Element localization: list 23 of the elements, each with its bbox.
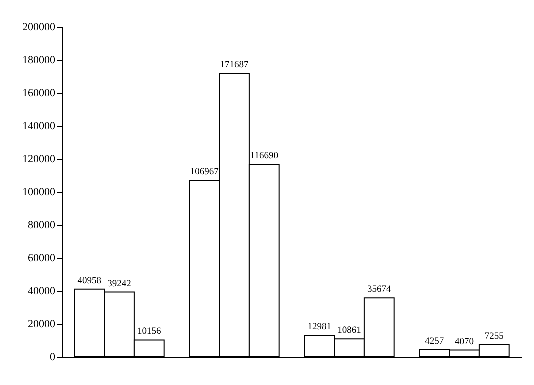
data-label: 4070: [455, 337, 474, 348]
data-label: 106967: [190, 168, 220, 178]
data-label: 35674: [368, 285, 392, 296]
y-tick-label: 80000: [28, 220, 56, 232]
y-tick-label: 180000: [22, 54, 56, 66]
data-label: 39242: [108, 279, 132, 290]
data-label: 4257: [425, 336, 444, 347]
y-tick-label: 200000: [22, 22, 56, 34]
data-label: 10861: [338, 326, 362, 336]
y-tick-label: 120000: [22, 154, 56, 166]
data-label: 12981: [308, 322, 332, 333]
y-tick-label: 140000: [22, 120, 56, 132]
y-tick-label: 20000: [28, 318, 56, 330]
y-tick-label: 40000: [28, 286, 56, 298]
y-tick-label: 60000: [28, 252, 56, 264]
data-label: 40958: [78, 276, 102, 286]
y-tick-label: 0: [50, 352, 56, 364]
y-tick-label: 100000: [22, 186, 56, 198]
y-tick-label: 160000: [22, 88, 56, 100]
data-label: 10156: [138, 327, 162, 338]
data-label: 7255: [484, 332, 504, 342]
data-label: 171687: [220, 60, 249, 71]
data-label: 116690: [250, 151, 279, 162]
